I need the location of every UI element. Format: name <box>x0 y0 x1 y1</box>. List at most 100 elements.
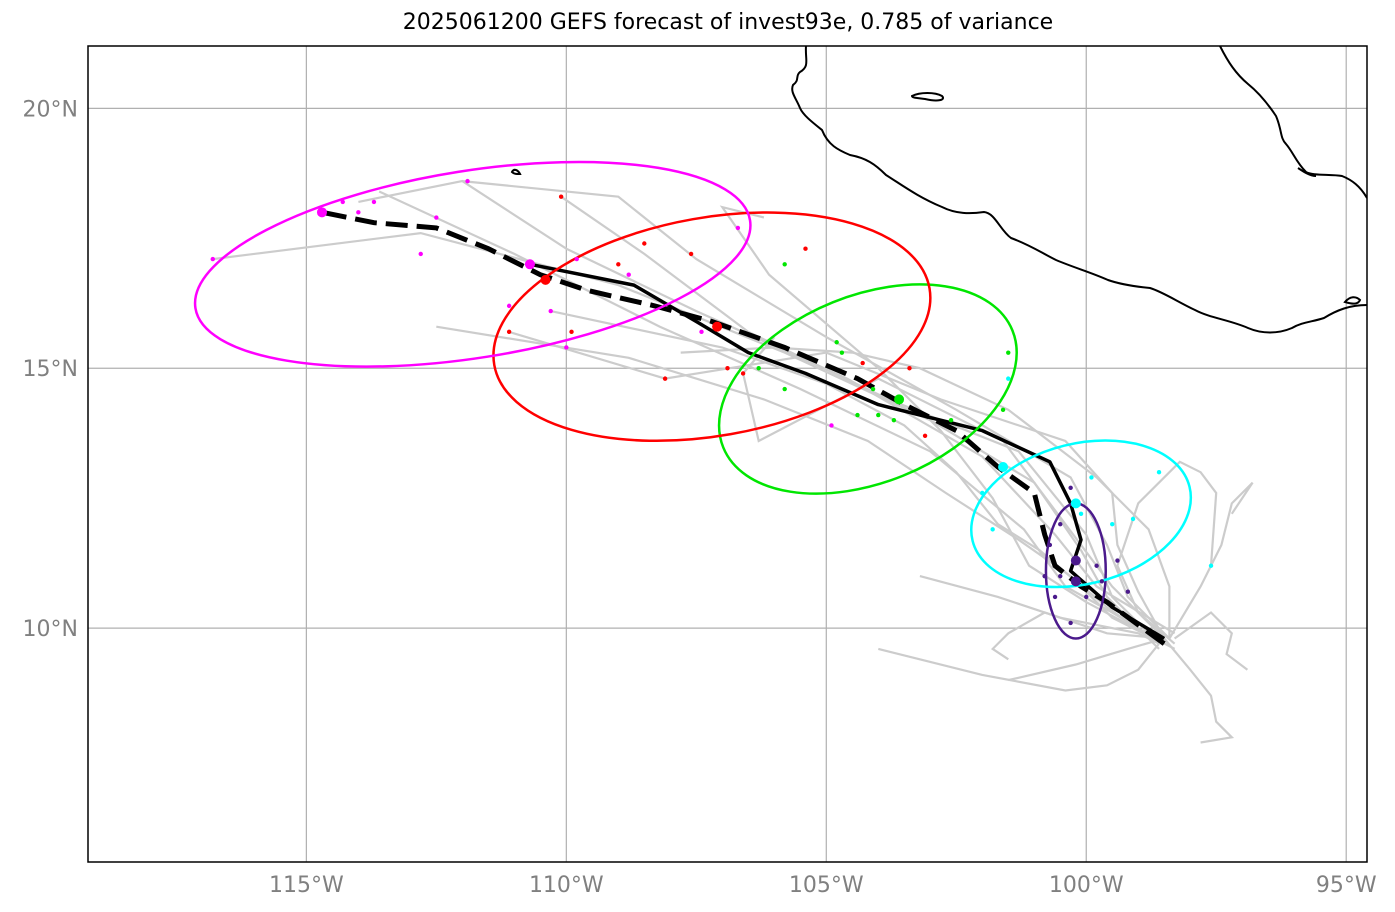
mexico-coastline <box>791 46 1367 334</box>
member-position <box>1068 485 1073 490</box>
ellipse-center <box>316 207 327 218</box>
axis-ticks: 115°W 110°W 105°W 100°W 95°W 20°N 15°N 10°N <box>23 97 1377 898</box>
member-position <box>1130 516 1136 522</box>
member-position <box>434 215 439 220</box>
member-track <box>1008 637 1165 682</box>
member-position <box>948 418 954 423</box>
uncertainty-ellipse <box>492 211 932 443</box>
ellipse-center <box>524 259 535 270</box>
member-position <box>980 490 985 496</box>
ensemble-mean-track <box>529 262 1166 641</box>
member-position <box>616 262 621 267</box>
member-position <box>465 178 470 184</box>
mexico-coastline-east <box>1219 46 1367 199</box>
member-position <box>876 412 881 418</box>
member-position <box>564 345 569 350</box>
member-position <box>1058 521 1063 527</box>
uncertainty-ellipse <box>193 160 752 368</box>
y-tick-label: 10°N <box>23 617 78 642</box>
uncertainty-ellipse <box>970 439 1193 589</box>
member-position <box>756 366 761 371</box>
member-position <box>688 251 694 257</box>
member-position <box>1125 589 1131 594</box>
member-position <box>907 366 912 371</box>
member-track <box>680 346 1171 639</box>
member-position <box>782 386 787 392</box>
member-position <box>506 303 512 309</box>
member-position <box>662 376 668 381</box>
member-position <box>1110 521 1115 527</box>
member-position <box>990 527 995 532</box>
x-tick-label: 110°W <box>529 873 604 898</box>
member-position <box>1068 620 1073 626</box>
ellipse-center <box>894 394 905 405</box>
member-position <box>834 340 839 345</box>
x-tick-label: 105°W <box>789 873 864 898</box>
member-position <box>506 329 512 335</box>
member-track <box>741 336 1165 640</box>
member-position <box>1000 407 1006 413</box>
member-position <box>642 241 647 246</box>
ensemble-mean-tracks <box>321 209 1166 646</box>
member-position <box>418 251 423 257</box>
small-island-east <box>1343 296 1362 305</box>
member-position <box>210 256 215 262</box>
member-position <box>1115 558 1120 563</box>
ellipse-center <box>998 461 1009 472</box>
member-positions <box>210 178 1214 626</box>
member-position <box>1042 573 1047 579</box>
member-track <box>1116 460 1218 645</box>
member-track <box>1173 611 1249 671</box>
member-position <box>356 210 361 215</box>
member-position <box>340 199 345 205</box>
ellipse-center <box>1070 576 1081 587</box>
member-position <box>1094 563 1099 568</box>
member-position <box>860 360 865 366</box>
member-track <box>919 575 1160 645</box>
small-island-west <box>510 168 522 176</box>
member-position <box>1006 376 1011 381</box>
member-position <box>1156 469 1162 475</box>
x-tick-label: 115°W <box>269 873 344 898</box>
member-position <box>1052 594 1058 600</box>
ellipse-center <box>1070 498 1081 509</box>
member-position <box>740 371 746 376</box>
member-track <box>550 310 1155 640</box>
y-tick-label: 20°N <box>23 97 78 122</box>
member-track <box>378 190 1165 645</box>
member-position <box>569 329 574 335</box>
member-track <box>508 330 1166 640</box>
gridlines <box>88 46 1367 862</box>
member-position <box>371 199 377 205</box>
member-position <box>548 308 553 314</box>
member-track <box>560 195 1160 645</box>
member-position <box>829 423 834 428</box>
uncertainty-ellipse <box>717 283 1018 495</box>
member-track <box>1168 481 1254 640</box>
member-position <box>1078 511 1084 516</box>
ellipse-center <box>1070 555 1081 566</box>
member-position <box>782 262 787 267</box>
x-tick-label: 100°W <box>1049 873 1124 898</box>
member-track <box>990 611 1165 661</box>
member-position <box>574 256 579 262</box>
plot-frame <box>87 45 1368 863</box>
member-position <box>735 225 741 231</box>
member-track <box>878 643 1160 692</box>
member-position <box>725 366 730 371</box>
member-position <box>870 386 876 392</box>
member-position <box>1047 542 1053 548</box>
baja-island <box>910 92 944 102</box>
member-position <box>1099 579 1105 584</box>
member-position <box>699 329 704 335</box>
member-position <box>855 412 860 418</box>
member-position <box>803 246 808 251</box>
member-position <box>922 433 928 439</box>
y-tick-label: 15°N <box>23 357 78 382</box>
member-position <box>1006 350 1011 355</box>
map-title: 2025061200 GEFS forecast of invest93e, 0… <box>402 10 1054 35</box>
x-tick-label: 95°W <box>1316 873 1377 898</box>
ellipse-center <box>712 321 723 332</box>
member-position <box>1084 594 1089 600</box>
